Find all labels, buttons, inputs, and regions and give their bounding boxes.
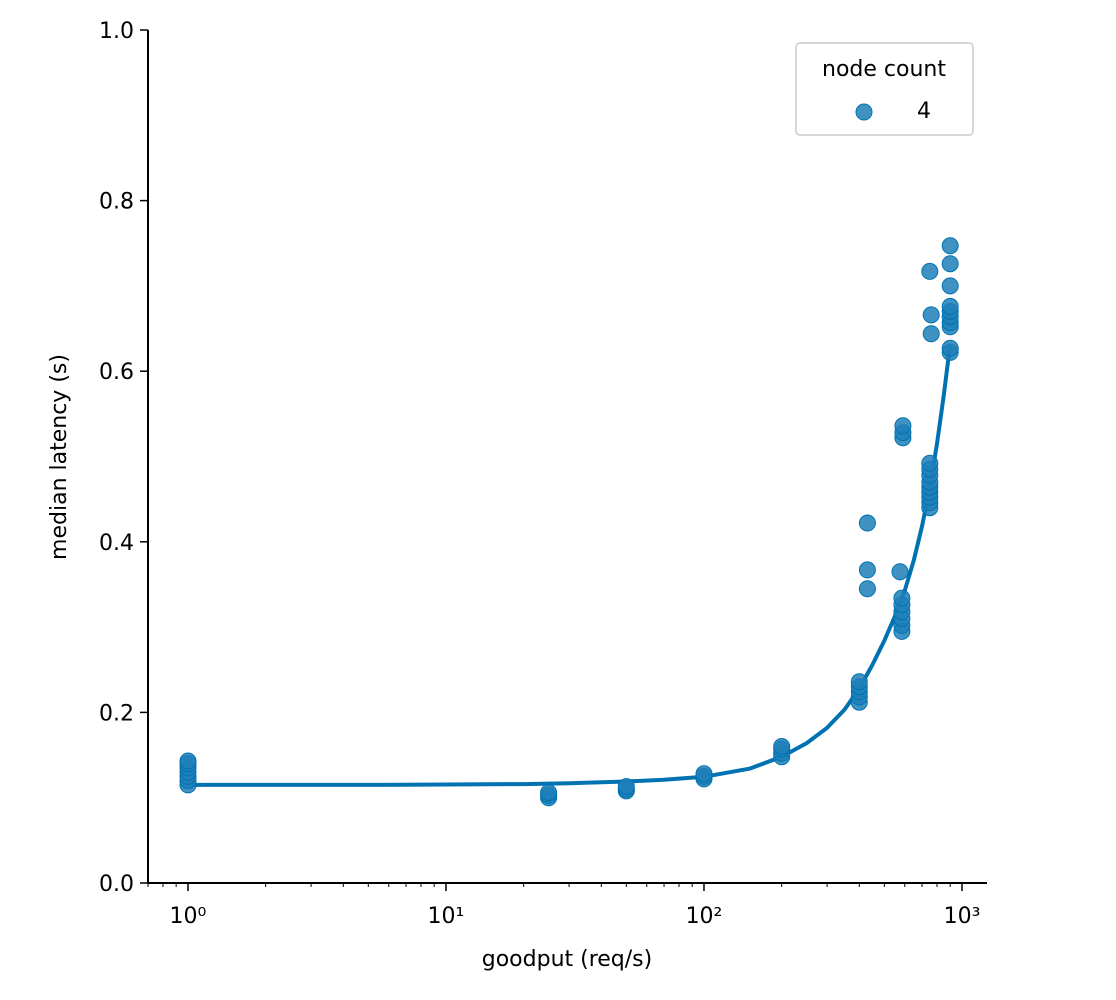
- x-axis-label: goodput (req/s): [482, 947, 652, 972]
- x-tick-label: 10¹: [428, 904, 465, 929]
- data-point: [941, 277, 959, 295]
- x-tick-label: 10⁰: [170, 904, 207, 929]
- data-point: [617, 778, 635, 796]
- data-point: [540, 784, 558, 802]
- data-point: [850, 673, 868, 691]
- data-point: [941, 255, 959, 273]
- data-point: [179, 752, 197, 770]
- data-points-layer: [179, 237, 959, 807]
- data-point: [695, 765, 713, 783]
- y-tick-label: 0.6: [99, 360, 134, 385]
- data-point: [858, 561, 876, 579]
- data-point: [921, 262, 939, 280]
- data-point: [891, 563, 909, 581]
- y-axis-label: median latency (s): [47, 354, 72, 560]
- y-ticks: 0.0 0.2 0.4 0.6 0.8 1.0: [99, 19, 148, 897]
- legend-title: node count: [822, 57, 946, 82]
- axes: 0.0 0.2 0.4 0.6 0.8 1.0 10⁰ 10¹ 10² 10³: [99, 19, 987, 929]
- legend-box: [795, 42, 974, 136]
- data-point: [922, 325, 940, 343]
- x-tick-label: 10³: [944, 904, 981, 929]
- data-point: [858, 580, 876, 598]
- data-point: [941, 297, 959, 315]
- y-tick-label: 0.0: [99, 872, 134, 897]
- data-point: [941, 339, 959, 357]
- y-tick-label: 0.4: [99, 531, 134, 556]
- legend-marker: [855, 103, 873, 121]
- legend-entry-label: 4: [917, 99, 931, 124]
- x-ticks: 10⁰ 10¹ 10² 10³: [147, 883, 981, 929]
- data-point: [894, 417, 912, 435]
- data-point: [922, 306, 940, 324]
- data-point: [773, 738, 791, 755]
- fit-curve-layer: [188, 343, 953, 787]
- data-point: [941, 237, 959, 255]
- fit-line: [188, 343, 953, 787]
- y-tick-label: 1.0: [99, 19, 134, 44]
- data-point: [858, 514, 876, 532]
- legend: node count 4: [795, 42, 974, 136]
- x-tick-label: 10²: [686, 904, 723, 929]
- plot-area: [179, 237, 959, 807]
- y-tick-label: 0.2: [99, 701, 134, 726]
- data-point: [921, 454, 939, 472]
- y-tick-label: 0.8: [99, 190, 134, 215]
- data-point: [893, 589, 911, 607]
